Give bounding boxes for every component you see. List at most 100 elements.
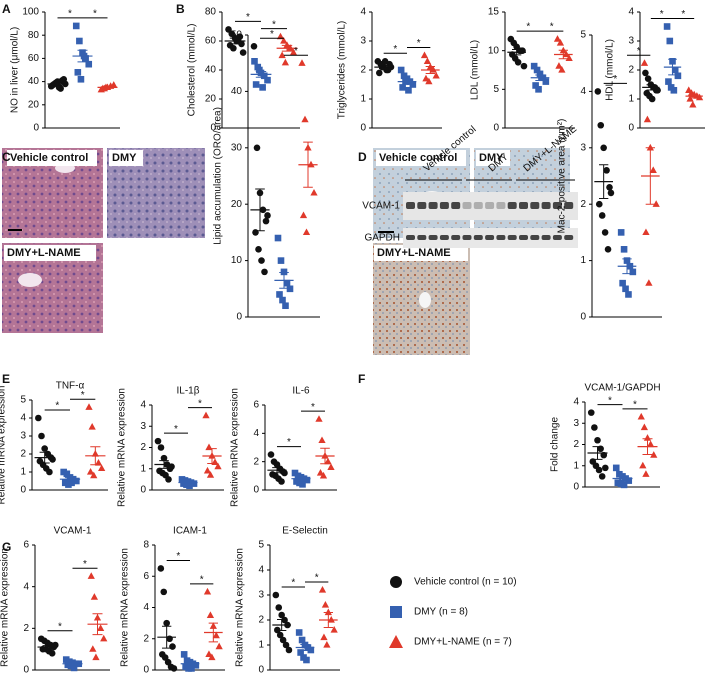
point: [318, 586, 327, 593]
chart-title: IL-6: [292, 386, 310, 397]
point: [252, 229, 259, 236]
sem-bar: [255, 70, 267, 78]
sem-bar: [208, 622, 218, 643]
y-tick-label: 0: [20, 485, 26, 496]
point: [261, 268, 268, 276]
y-axis-label: Fold change: [550, 417, 561, 472]
band: [541, 235, 551, 240]
point: [423, 57, 432, 64]
chart-title: IL-1β: [177, 386, 200, 397]
band: [541, 202, 551, 209]
point: [640, 59, 649, 66]
point: [272, 591, 280, 599]
point: [157, 565, 165, 572]
y-tick-label: 4: [140, 400, 146, 411]
point: [215, 642, 223, 650]
point: [70, 664, 78, 672]
y-tick-label: 4: [580, 86, 586, 97]
point: [319, 471, 328, 479]
y-tick-label: 1: [20, 467, 26, 478]
y-axis-label: Relative mRNA expression: [0, 548, 11, 667]
significance-label: *: [270, 29, 274, 40]
point: [594, 436, 601, 444]
significance-label: *: [272, 19, 276, 30]
point: [620, 481, 628, 489]
point: [85, 60, 93, 68]
y-tick-label: 80: [205, 7, 217, 18]
y-tick-label: 0: [493, 123, 499, 134]
point: [619, 279, 626, 287]
y-tick-label: 1: [140, 463, 146, 474]
sem-bar: [255, 188, 265, 232]
point: [186, 482, 193, 490]
point: [536, 70, 544, 78]
point: [264, 212, 271, 219]
point: [238, 40, 245, 48]
band: [496, 235, 506, 240]
point: [517, 47, 525, 54]
y-tick-label: 40: [205, 65, 217, 76]
image-label: DMY+L-NAME: [7, 247, 81, 259]
point: [190, 480, 198, 487]
point: [73, 477, 80, 485]
point: [565, 54, 573, 62]
y-tick-label: 0: [143, 665, 149, 676]
y-tick-label: 20: [231, 199, 243, 210]
point: [607, 189, 615, 197]
point: [279, 296, 286, 304]
chart-title: VCAM-1: [54, 526, 92, 537]
y-tick-label: 8: [143, 540, 149, 551]
significance-label: *: [417, 38, 421, 49]
point: [327, 463, 335, 470]
band: [462, 235, 472, 240]
point: [640, 423, 649, 431]
y-tick-label: 1: [258, 640, 264, 651]
point: [74, 69, 82, 76]
y-tick-label: 2: [20, 449, 26, 460]
point: [46, 468, 53, 476]
panel-label: E: [2, 372, 10, 386]
point: [671, 66, 679, 74]
y-tick-label: 6: [253, 400, 259, 411]
point: [160, 454, 168, 462]
point: [432, 71, 440, 79]
significance-label: *: [294, 46, 298, 57]
y-tick-label: 4: [23, 581, 29, 592]
point: [188, 665, 195, 672]
y-tick-label: 0: [23, 665, 29, 676]
y-tick-label: 80: [28, 30, 40, 41]
point: [252, 81, 260, 88]
sem-bar: [281, 44, 293, 52]
point: [94, 459, 103, 466]
point: [282, 302, 289, 310]
band: [473, 235, 483, 240]
y-tick-label: 60: [205, 36, 217, 47]
y-tick-label: 3: [20, 431, 26, 442]
y-tick-label: 40: [28, 76, 40, 87]
y-tick-label: 4: [143, 602, 149, 613]
y-tick-label: 2: [253, 456, 259, 467]
point: [278, 51, 286, 59]
point: [594, 88, 602, 95]
point: [646, 143, 654, 151]
y-tick-label: 0: [253, 485, 259, 496]
y-tick-label: 30: [231, 142, 243, 153]
y-tick-label: 4: [360, 7, 366, 18]
point: [318, 436, 326, 444]
sem-bar: [558, 49, 568, 60]
y-tick-label: 0: [210, 123, 216, 134]
point: [603, 167, 610, 174]
y-axis-label: Relative mRNA expression: [230, 388, 241, 507]
significance-label: *: [681, 9, 685, 20]
point: [324, 457, 332, 465]
sem-bar: [77, 49, 88, 63]
point: [260, 72, 268, 80]
point: [666, 37, 674, 45]
band: [406, 202, 415, 209]
point: [72, 22, 80, 30]
point: [397, 66, 405, 74]
significance-label: *: [246, 12, 250, 23]
point: [274, 234, 282, 242]
y-tick-label: 100: [22, 7, 39, 18]
y-tick-label: 3: [573, 418, 579, 429]
